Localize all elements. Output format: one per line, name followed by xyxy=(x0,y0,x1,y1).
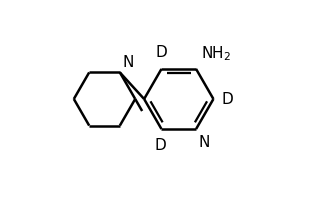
Text: D: D xyxy=(156,45,167,60)
Text: D: D xyxy=(221,91,233,107)
Text: NH$_2$: NH$_2$ xyxy=(201,44,231,63)
Text: N: N xyxy=(198,135,210,150)
Text: D: D xyxy=(155,138,167,153)
Text: N: N xyxy=(123,55,134,70)
